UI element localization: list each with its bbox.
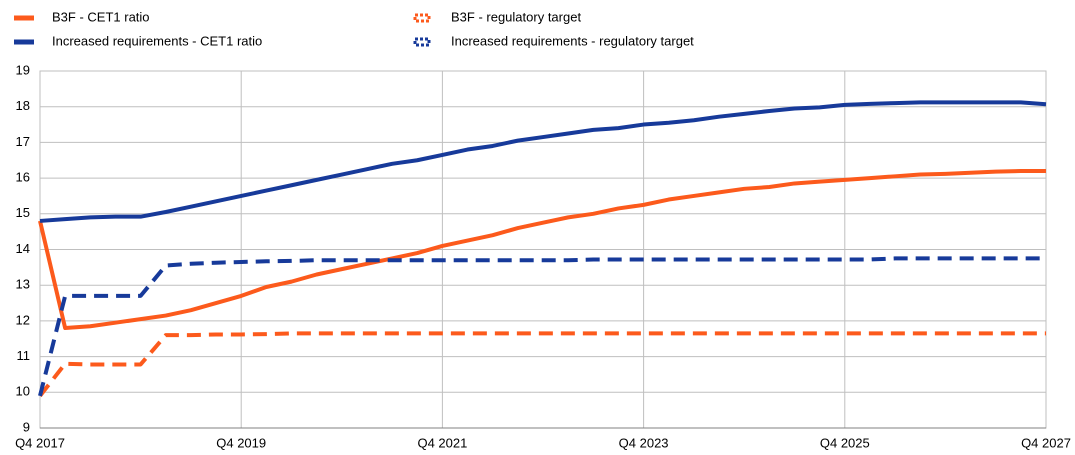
y-tick-label: 15: [16, 205, 30, 220]
y-tick-label: 14: [16, 241, 30, 256]
x-tick-label: Q4 2023: [619, 435, 669, 450]
y-tick-label: 18: [16, 98, 30, 113]
y-tick-label: 9: [23, 419, 30, 434]
y-tick-label: 13: [16, 277, 30, 292]
x-tick-label: Q4 2025: [820, 435, 870, 450]
y-tick-label: 17: [16, 134, 30, 149]
legend-marker: [413, 37, 431, 47]
series-line: [39, 100, 1047, 223]
series-line: [38, 256, 1046, 397]
y-tick-label: 11: [17, 348, 31, 363]
legend-label: Increased requirements - regulatory targ…: [451, 33, 694, 48]
legend-label: B3F - CET1 ratio: [52, 9, 150, 24]
legend-marker: [413, 13, 431, 23]
y-tick-label: 16: [16, 170, 30, 185]
x-tick-label: Q4 2027: [1021, 435, 1071, 450]
x-tick-label: Q4 2021: [417, 435, 467, 450]
x-tick-label: Q4 2017: [15, 435, 65, 450]
series-line: [38, 331, 1046, 398]
y-tick-label: 12: [16, 312, 30, 327]
legend-label: B3F - regulatory target: [451, 9, 581, 24]
legend-label: Increased requirements - CET1 ratio: [52, 33, 262, 48]
y-tick-label: 10: [16, 384, 30, 399]
x-tick-label: Q4 2019: [216, 435, 266, 450]
series-line: [38, 168, 1046, 331]
y-tick-label: 19: [16, 62, 30, 77]
